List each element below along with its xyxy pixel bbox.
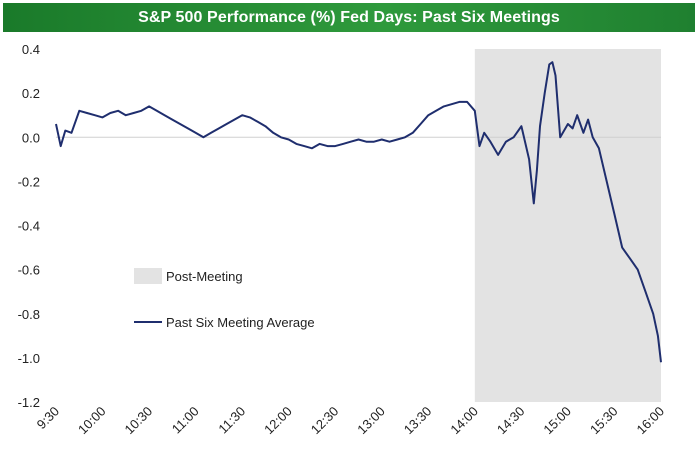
series-line-past-six-meeting-average [55, 61, 662, 363]
y-tick-label: -0.2 [18, 174, 40, 189]
x-tick-label: 13:30 [401, 404, 435, 438]
legend-swatch-post-meeting [134, 268, 162, 284]
x-tick-label: 15:00 [540, 404, 574, 438]
x-tick-label: 11:30 [215, 404, 248, 437]
y-tick-label: -0.8 [18, 307, 40, 322]
legend-label-past-six-meeting-average: Past Six Meeting Average [166, 315, 315, 330]
x-tick-label: 12:00 [261, 404, 295, 438]
y-tick-label: -0.6 [18, 263, 40, 278]
x-tick-label: 14:30 [494, 404, 528, 438]
x-tick-label: 10:30 [122, 404, 156, 438]
x-tick-label: 14:00 [447, 404, 481, 438]
y-tick-label: -1.2 [18, 395, 40, 410]
x-tick-label: 11:00 [169, 404, 202, 437]
x-tick-label: 13:00 [354, 404, 388, 438]
y-tick-label: 0.0 [22, 130, 40, 145]
x-tick-label: 12:30 [308, 404, 342, 438]
y-axis-tick-labels: 0.4 0.2 0.0 -0.2 -0.4 -0.6 -0.8 -1.0 -1.2 [18, 42, 40, 410]
x-tick-label: 16:00 [634, 404, 668, 438]
x-axis-tick-labels: 9:30 10:00 10:30 11:00 11:30 12:00 12:30 13:00 1… [34, 404, 668, 438]
y-tick-label: -0.4 [18, 219, 40, 234]
chart-title-bar: S&P 500 Performance (%) Fed Days: Past S… [3, 3, 695, 32]
chart-title: S&P 500 Performance (%) Fed Days: Past S… [138, 8, 560, 26]
y-tick-label: 0.4 [22, 42, 40, 57]
x-tick-label: 10:00 [75, 404, 109, 438]
y-tick-label: 0.2 [22, 86, 40, 101]
x-tick-label: 15:30 [587, 404, 621, 438]
legend-label-post-meeting: Post-Meeting [166, 269, 243, 284]
legend: Post-Meeting Past Six Meeting Average [134, 268, 315, 330]
post-meeting-shaded-region [474, 49, 661, 402]
y-tick-label: -1.0 [18, 351, 40, 366]
